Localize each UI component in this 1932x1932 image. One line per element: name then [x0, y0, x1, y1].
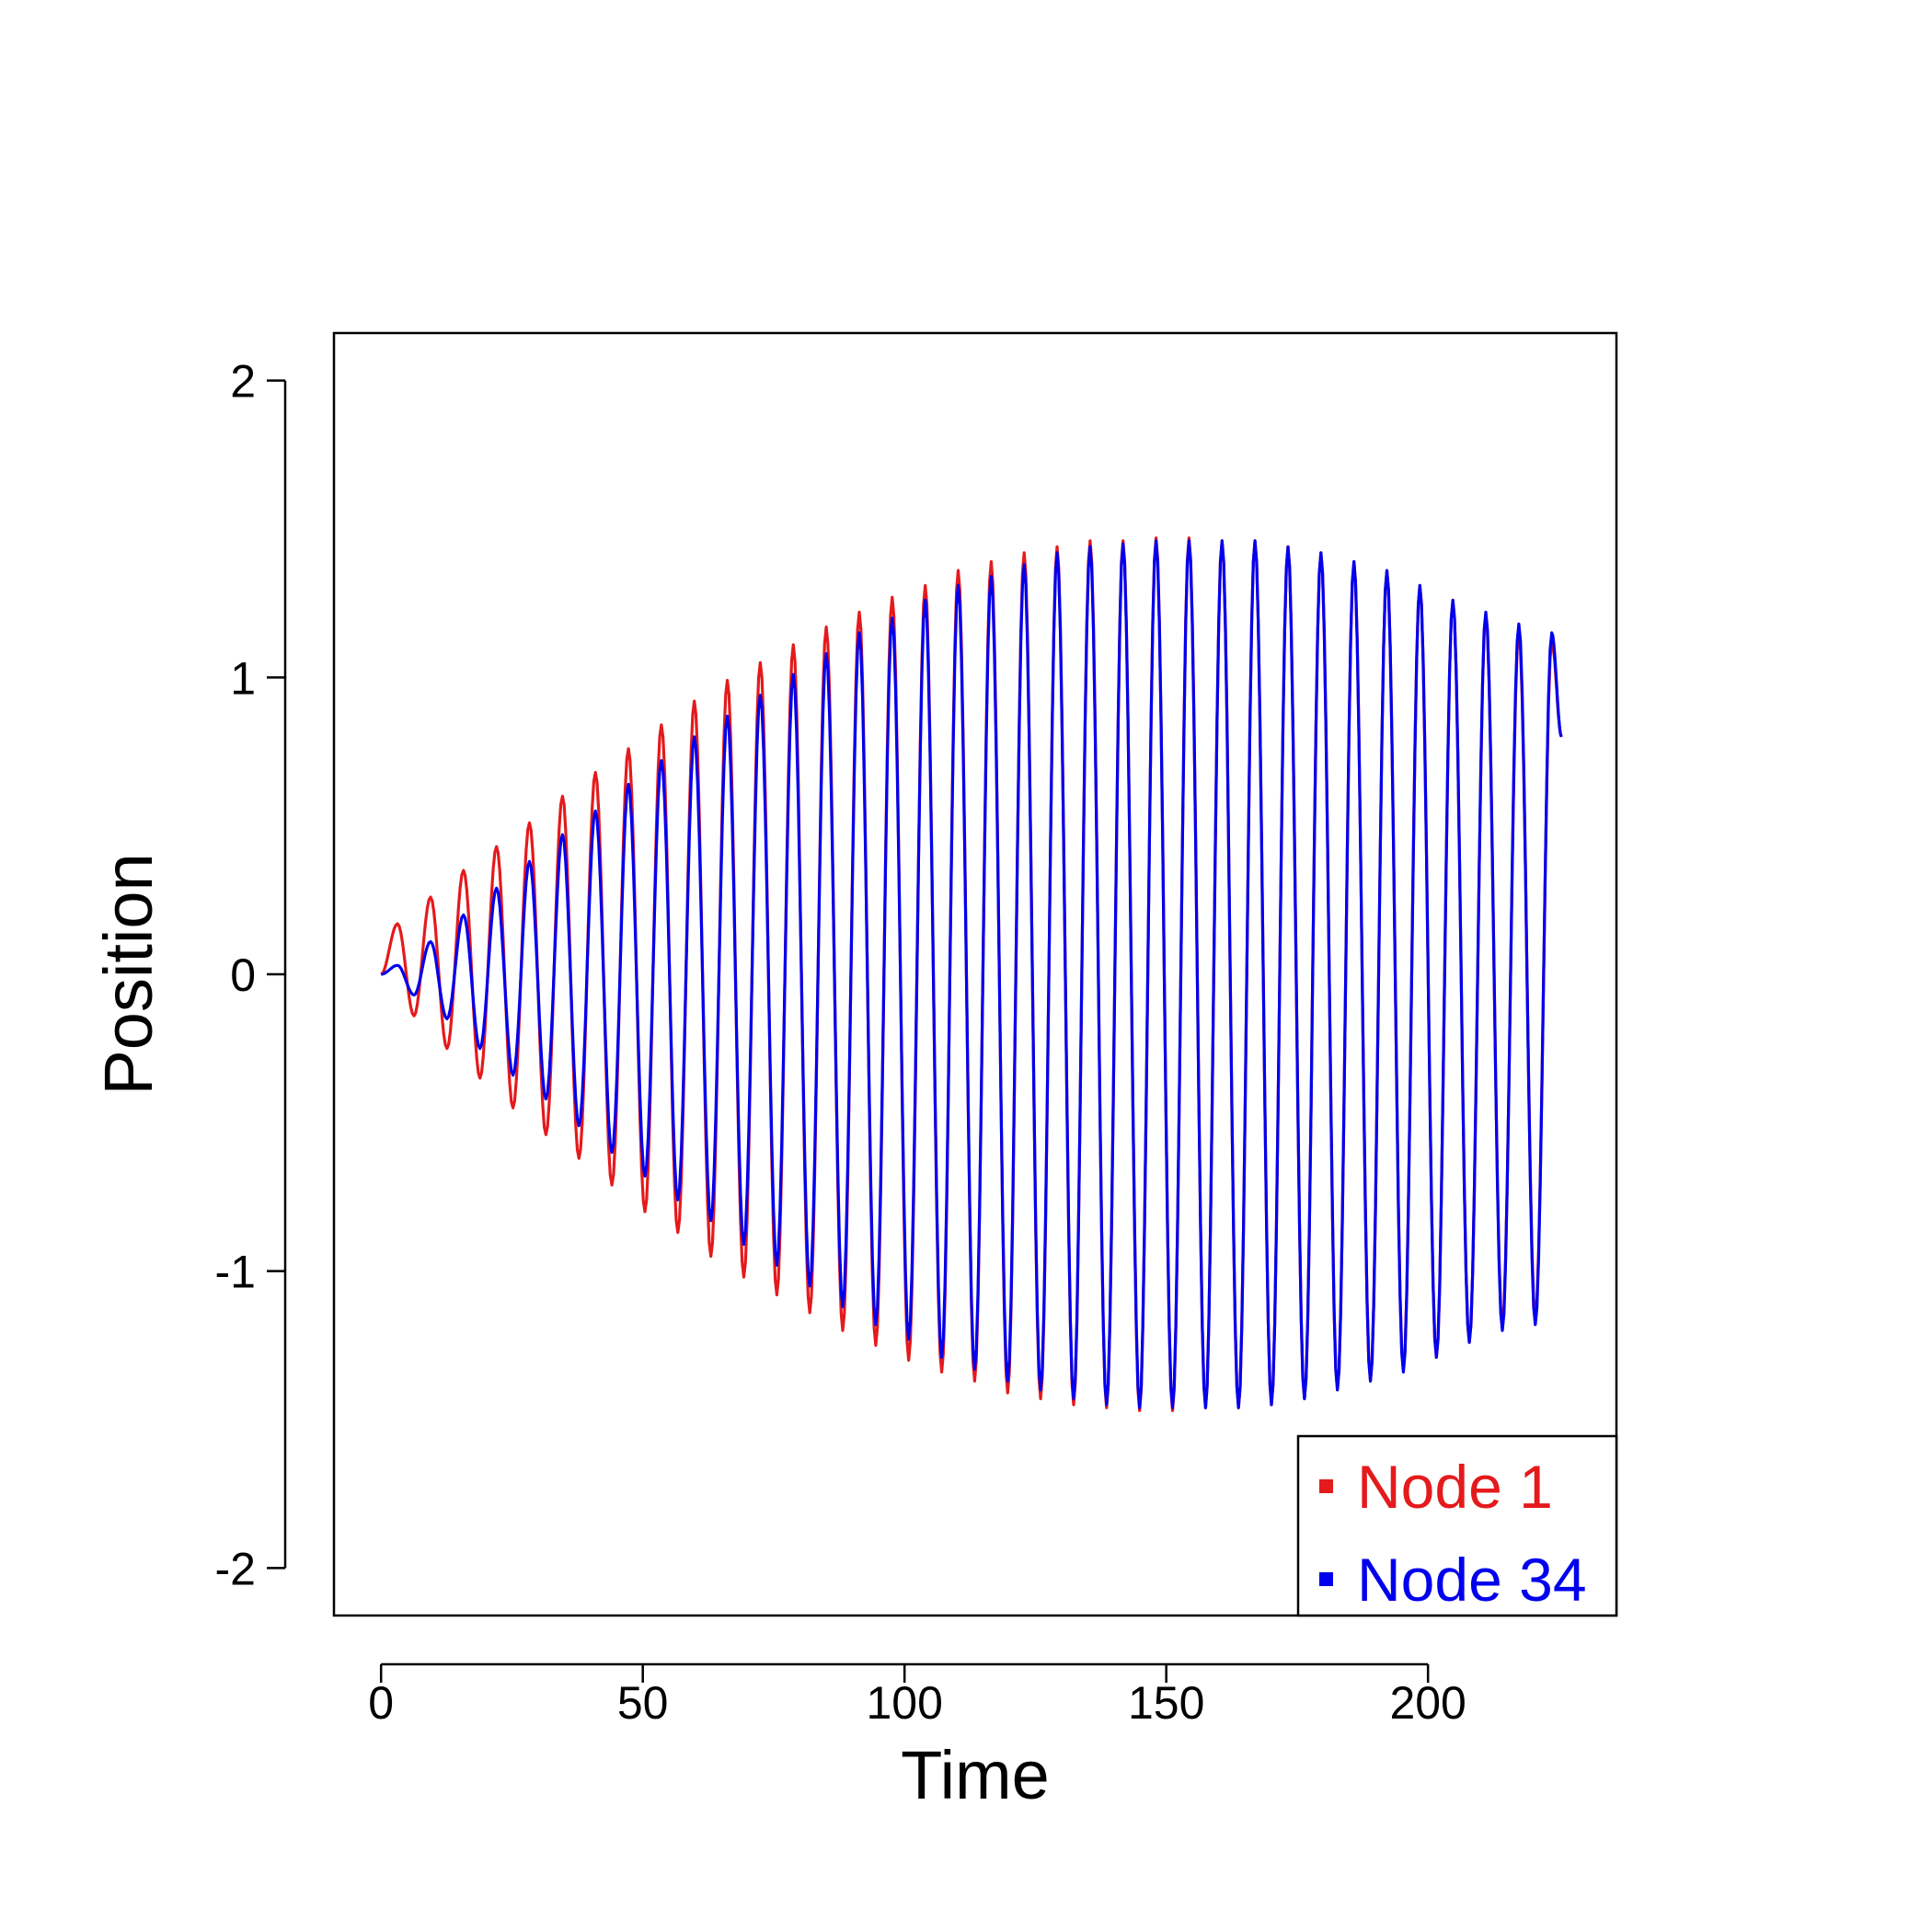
legend: Node 1 Node 34	[1296, 1434, 1618, 1617]
x-tick-label: 0	[368, 1677, 394, 1729]
plot-frame	[332, 331, 1618, 1617]
y-tick-label: 0	[230, 949, 256, 1001]
axes-layer: 0 50 100 150 200 -2 -1 0 1 2	[215, 356, 1466, 1729]
y-tick-label: 2	[230, 356, 256, 408]
series-line-node-34	[381, 539, 1563, 1409]
legend-swatch-node-1	[1319, 1479, 1333, 1493]
legend-swatch-node-34	[1319, 1572, 1333, 1586]
x-tick-label: 50	[617, 1677, 669, 1729]
y-axis-label: Position	[90, 853, 167, 1095]
y-tick-label: -2	[215, 1543, 256, 1594]
x-tick-label: 200	[1389, 1677, 1466, 1729]
legend-box	[1296, 1434, 1618, 1617]
x-tick-label: 150	[1128, 1677, 1204, 1729]
y-tick-label: -1	[215, 1247, 256, 1298]
x-axis-label: Time	[901, 1737, 1050, 1813]
legend-label-node-1: Node 1	[1357, 1453, 1553, 1521]
x-tick-label: 100	[866, 1677, 942, 1729]
legend-label-node-34: Node 34	[1357, 1546, 1587, 1614]
series-layer	[380, 536, 1563, 1412]
y-tick-label: 1	[230, 652, 256, 704]
